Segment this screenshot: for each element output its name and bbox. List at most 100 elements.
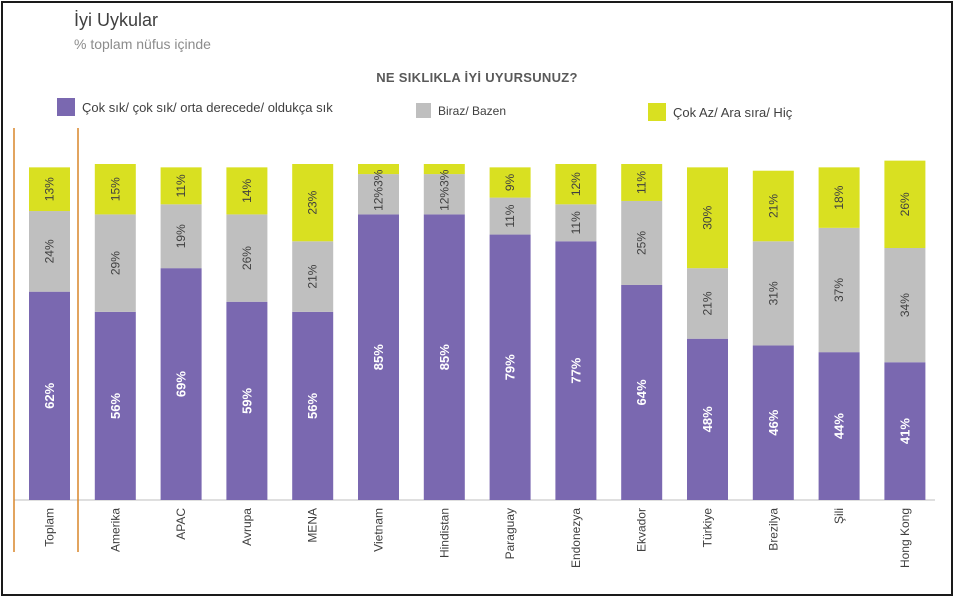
bar-label-0-7: 79%: [503, 354, 518, 380]
bar-2-0: [29, 167, 70, 212]
bar-label-0-9: 64%: [634, 379, 649, 405]
bar-1-10: [687, 268, 728, 339]
legend-swatch-often: [57, 98, 75, 116]
bar-2-4: [292, 164, 334, 242]
bar-1-2: [160, 204, 202, 269]
bar-label-2-9: 11%: [635, 171, 649, 194]
bar-label-1-13: 34%: [898, 293, 912, 317]
bar-0-6: [423, 214, 465, 500]
bar-0-1: [94, 311, 136, 500]
bar-label-0-5: 85%: [371, 344, 386, 370]
bar-0-7: [489, 234, 531, 500]
bar-label-2-13: 26%: [898, 192, 912, 216]
category-label-4: MENA: [306, 508, 320, 543]
bar-0-5: [358, 214, 399, 500]
bar-label-1-5: 12%3%: [372, 169, 386, 211]
bar-0-9: [621, 284, 663, 500]
bar-label-0-1: 56%: [108, 392, 123, 418]
bar-label-0-11: 46%: [766, 409, 781, 435]
chart-question: NE SIKLIKLA İYİ UYURSUNUZ?: [376, 70, 578, 85]
bar-label-2-4: 23%: [306, 190, 320, 214]
legend-label-sometimes: Biraz/ Bazen: [438, 103, 507, 118]
bar-2-8: [555, 164, 597, 205]
bar-0-12: [818, 352, 860, 500]
category-label-2: APAC: [174, 508, 188, 540]
bar-label-1-1: 29%: [108, 251, 122, 275]
bar-label-1-3: 26%: [240, 246, 254, 270]
bar-2-13: [884, 160, 926, 248]
bar-1-9: [621, 200, 663, 285]
bar-2-12: [818, 167, 860, 228]
bar-label-0-0: 62%: [42, 382, 57, 408]
bar-1-5: [358, 174, 399, 215]
bar-label-0-13: 41%: [897, 418, 912, 444]
category-label-9: Ekvador: [635, 508, 649, 552]
legend-item-often: Çok sık/ çok sık/ orta derecede/ oldukça…: [57, 98, 333, 116]
bar-0-0: [29, 291, 70, 500]
bar-label-1-7: 11%: [503, 204, 517, 227]
legend-label-rarely: Çok Az/ Ara sıra/ Hiç: [673, 104, 793, 120]
bar-2-10: [687, 167, 728, 269]
bar-label-0-6: 85%: [437, 344, 452, 370]
bar-0-10: [687, 338, 728, 500]
category-label-8: Endonezya: [569, 508, 583, 568]
bar-1-11: [752, 241, 794, 346]
bar-2-11: [752, 170, 794, 242]
bar-label-0-10: 48%: [700, 406, 715, 432]
bar-label-2-10: 30%: [701, 205, 715, 229]
bar-1-8: [555, 204, 597, 242]
bar-1-0: [29, 211, 70, 292]
bar-0-3: [226, 301, 268, 500]
bar-1-1: [94, 214, 136, 312]
category-label-11: Brezilya: [766, 508, 780, 551]
bar-0-11: [752, 345, 794, 500]
bar-label-0-3: 59%: [239, 387, 254, 413]
category-label-12: Şili: [832, 508, 846, 524]
bar-2-6: [423, 164, 465, 175]
bar-2-5: [358, 164, 399, 175]
bar-2-2: [160, 167, 202, 205]
category-label-6: Hindistan: [437, 508, 451, 558]
bar-label-2-3: 14%: [240, 179, 254, 203]
bar-2-1: [94, 164, 136, 215]
bar-label-1-11: 31%: [766, 281, 780, 305]
legend-swatch-rarely: [648, 103, 666, 121]
bar-1-12: [818, 227, 860, 353]
bar-label-0-4: 56%: [305, 392, 320, 418]
bar-0-4: [292, 311, 334, 500]
category-label-1: Amerika: [108, 508, 122, 552]
bar-label-2-12: 18%: [832, 185, 846, 209]
category-label-13: Hong Kong: [898, 508, 912, 568]
category-label-5: Vietnam: [372, 508, 386, 552]
bar-0-8: [555, 241, 597, 500]
bar-label-1-8: 11%: [569, 211, 583, 234]
bar-2-7: [489, 167, 531, 198]
bar-label-0-2: 69%: [174, 371, 189, 397]
bar-label-2-0: 13%: [43, 177, 57, 201]
category-label-3: Avrupa: [240, 508, 254, 546]
bar-label-2-1: 15%: [108, 177, 122, 201]
bar-2-3: [226, 167, 268, 215]
bar-label-1-0: 24%: [43, 239, 57, 263]
legend-item-sometimes: Biraz/ Bazen: [416, 103, 506, 118]
bar-1-7: [489, 197, 531, 235]
bar-label-2-7: 9%: [503, 173, 517, 191]
bar-label-1-9: 25%: [635, 231, 649, 255]
bar-label-1-4: 21%: [306, 264, 320, 288]
page-subtitle: % toplam nüfus içinde: [74, 36, 211, 52]
bar-label-0-12: 44%: [832, 413, 847, 439]
category-label-10: Türkiye: [701, 508, 715, 548]
bar-1-6: [423, 174, 465, 215]
category-label-7: Paraguay: [503, 508, 517, 559]
category-label-0: Toplam: [43, 508, 57, 547]
page-title: İyi Uykular: [74, 10, 159, 30]
legend-item-rarely: Çok Az/ Ara sıra/ Hiç: [648, 103, 792, 121]
bar-label-1-12: 37%: [832, 278, 846, 302]
bar-1-13: [884, 248, 926, 363]
bar-label-2-2: 11%: [174, 174, 188, 197]
bar-label-0-8: 77%: [568, 357, 583, 383]
bar-0-13: [884, 362, 926, 500]
bar-1-3: [226, 214, 268, 302]
bar-label-1-6: 12%3%: [437, 169, 451, 211]
legend-label-often: Çok sık/ çok sık/ orta derecede/ oldukça…: [82, 99, 333, 115]
